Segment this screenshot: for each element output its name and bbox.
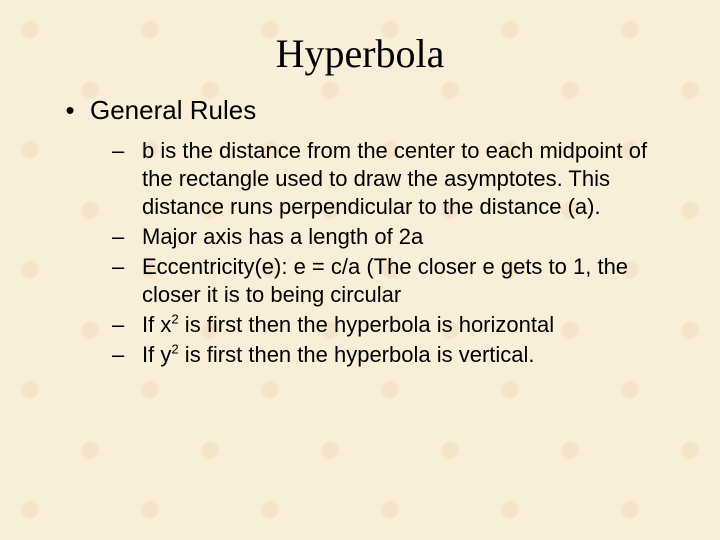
list-item: – Eccentricity(e): e = c/a (The closer e… xyxy=(112,253,680,309)
dash-bullet: – xyxy=(112,223,142,251)
level2-list: – b is the distance from the center to e… xyxy=(112,137,680,369)
dash-bullet: – xyxy=(112,311,142,339)
list-text: If x2 is first then the hyperbola is hor… xyxy=(142,311,574,339)
prefix: If x xyxy=(142,312,171,337)
suffix: is first then the hyperbola is horizonta… xyxy=(179,312,554,337)
list-item: – Major axis has a length of 2a xyxy=(112,223,680,251)
list-text: Major axis has a length of 2a xyxy=(142,223,443,251)
list-item: – b is the distance from the center to e… xyxy=(112,137,680,221)
level1-text: General Rules xyxy=(90,95,256,125)
bullet-dot: • xyxy=(50,95,90,125)
dash-bullet: – xyxy=(112,253,142,281)
dash-bullet: – xyxy=(112,341,142,369)
bullet-level1: • General Rules xyxy=(50,95,680,125)
dash-bullet: – xyxy=(112,137,142,165)
suffix: is first then the hyperbola is vertical. xyxy=(179,342,535,367)
list-item: – If x2 is first then the hyperbola is h… xyxy=(112,311,680,339)
slide: Hyperbola • General Rules – b is the dis… xyxy=(0,0,720,540)
prefix: If y xyxy=(142,342,171,367)
slide-title: Hyperbola xyxy=(40,30,680,77)
list-text: b is the distance from the center to eac… xyxy=(142,137,680,221)
list-text: Eccentricity(e): e = c/a (The closer e g… xyxy=(142,253,680,309)
list-text: If y2 is first then the hyperbola is ver… xyxy=(142,341,555,369)
list-item: – If y2 is first then the hyperbola is v… xyxy=(112,341,680,369)
superscript: 2 xyxy=(171,342,178,357)
superscript: 2 xyxy=(171,312,178,327)
